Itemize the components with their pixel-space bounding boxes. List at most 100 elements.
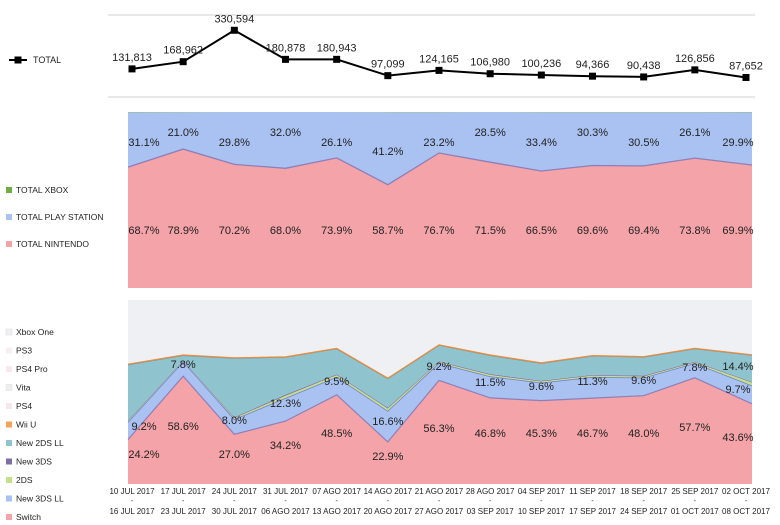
- new-3ds-ll-share-label: 11.5%: [475, 377, 506, 389]
- playstation-share-label: 33.4%: [526, 137, 557, 149]
- area-2ds: [128, 360, 752, 423]
- legend-swatch: [6, 241, 12, 247]
- area-total-play-station: [128, 112, 752, 185]
- legend-swatch: [6, 458, 12, 465]
- legend-swatch: [6, 514, 12, 520]
- playstation-share-label: 29.8%: [219, 137, 250, 149]
- legend-swatch: [6, 214, 12, 220]
- switch-share-label: 24.2%: [128, 449, 159, 461]
- playstation-share-label: 28.5%: [475, 127, 506, 139]
- total-legend-label: TOTAL: [33, 55, 61, 65]
- playstation-share-label: 32.0%: [270, 127, 301, 139]
- new-3ds-ll-share-label: 7.8%: [682, 362, 707, 374]
- x-tick-label-separator: -: [438, 498, 441, 505]
- new-3ds-ll-share-label: 11.3%: [577, 376, 608, 388]
- x-tick-label-end: 08 OCT 2017: [722, 507, 770, 516]
- total-point: [640, 73, 648, 81]
- new-3ds-ll-share-label: 9.2%: [131, 421, 156, 433]
- playstation-share-label: 30.3%: [577, 127, 608, 139]
- x-tick-label-end: 23 JUL 2017: [161, 507, 207, 516]
- nintendo-share-label: 69.9%: [722, 225, 753, 237]
- total-legend-marker: [14, 56, 22, 64]
- total-point: [537, 71, 545, 79]
- x-tick-label-separator: -: [182, 498, 185, 505]
- panel2-legend-label: TOTAL NINTENDO: [16, 239, 89, 249]
- panel3-legend-label: Xbox One: [16, 327, 54, 337]
- total-data-label: 168,962: [163, 45, 203, 57]
- nintendo-share-label: 58.7%: [372, 225, 403, 237]
- x-tick-label-separator: -: [642, 498, 645, 505]
- total-data-label: 180,943: [317, 42, 357, 54]
- switch-share-label: 45.3%: [526, 428, 557, 440]
- x-tick-label-start: 10 JUL 2017: [109, 487, 155, 496]
- playstation-share-label: 31.1%: [128, 137, 159, 149]
- new-3ds-ll-share-label: 16.6%: [372, 416, 403, 428]
- x-tick-label-separator: -: [233, 498, 236, 505]
- legend-swatch: [5, 384, 13, 391]
- legend-swatch: [6, 366, 12, 372]
- nintendo-share-label: 69.4%: [628, 225, 659, 237]
- new-3ds-ll-share-label: 12.3%: [270, 398, 301, 410]
- switch-share-label: 22.9%: [372, 451, 403, 463]
- playstation-share-label: 30.5%: [628, 137, 659, 149]
- switch-share-label: 58.6%: [168, 421, 199, 433]
- x-tick-label-separator: -: [540, 498, 543, 505]
- panel2-legend-label: TOTAL PLAY STATION: [16, 212, 104, 222]
- x-tick-label-end: 10 SEP 2017: [518, 507, 566, 516]
- total-data-label: 180,878: [266, 42, 306, 54]
- panel3-legend-label: PS4: [16, 401, 32, 411]
- panel3-legend-label: Switch: [16, 512, 41, 522]
- playstation-share-label: 26.1%: [321, 137, 352, 149]
- x-tick-label-separator: -: [591, 498, 594, 505]
- nintendo-share-label: 68.0%: [270, 225, 301, 237]
- panel2-legend-label: TOTAL XBOX: [16, 185, 69, 195]
- playstation-share-label: 29.9%: [722, 137, 753, 149]
- nintendo-share-label: 73.8%: [679, 225, 710, 237]
- x-tick-label-separator: -: [335, 498, 338, 505]
- x-tick-label-start: 28 AGO 2017: [466, 487, 515, 496]
- playstation-share-label: 41.2%: [372, 146, 403, 158]
- switch-share-label: 48.0%: [628, 428, 659, 440]
- x-tick-label-start: 11 SEP 2017: [569, 487, 616, 496]
- x-tick-label-start: 31 JUL 2017: [263, 487, 309, 496]
- nintendo-share-label: 71.5%: [475, 225, 506, 237]
- total-data-label: 94,366: [576, 59, 610, 71]
- x-tick-label-start: 18 SEP 2017: [620, 487, 668, 496]
- nintendo-boundary-line: [127, 148, 753, 186]
- new-3ds-ll-share-label: 9.6%: [631, 375, 656, 387]
- x-tick-label-start: 21 AGO 2017: [415, 487, 464, 496]
- new-3ds-ll-share-label: 7.8%: [171, 359, 196, 371]
- switch-share-label: 46.7%: [577, 428, 608, 440]
- x-tick-label-end: 20 AGO 2017: [364, 507, 413, 516]
- panel3-legend-label: Vita: [16, 383, 31, 393]
- legend-swatch: [5, 328, 13, 336]
- legend-swatch: [6, 403, 12, 409]
- new-3ds-ll-share-label: 9.5%: [324, 376, 349, 388]
- x-tick-label-end: 27 AGO 2017: [415, 507, 464, 516]
- new-3ds-ll-share-label: 9.2%: [426, 361, 451, 373]
- nintendo-share-label: 78.9%: [168, 225, 199, 237]
- total-data-label: 90,438: [627, 60, 661, 72]
- total-data-label: 124,165: [419, 53, 459, 65]
- nintendo-share-label: 73.9%: [321, 225, 352, 237]
- total-data-label: 106,980: [470, 57, 510, 69]
- panel3-legend-label: New 2DS LL: [16, 438, 64, 448]
- total-data-label: 87,652: [729, 60, 763, 72]
- model-boundary-line: [127, 361, 753, 423]
- total-point: [435, 66, 443, 74]
- panel3-legend-label: PS4 Pro: [16, 364, 48, 374]
- playstation-share-label: 21.0%: [168, 127, 199, 139]
- switch-share-label: 34.2%: [270, 440, 301, 452]
- x-tick-label-start: 17 JUL 2017: [161, 487, 207, 496]
- area-new-3ds-ll: [128, 361, 752, 442]
- x-tick-label-end: 13 AGO 2017: [312, 507, 361, 516]
- playstation-share-label: 23.2%: [423, 137, 454, 149]
- x-tick-label-end: 17 SEP 2017: [569, 507, 617, 516]
- total-data-label: 131,813: [112, 52, 152, 64]
- x-tick-label-start: 04 SEP 2017: [518, 487, 566, 496]
- panel3-legend-label: 2DS: [16, 475, 33, 485]
- total-point: [742, 73, 750, 81]
- x-tick-label-start: 14 AGO 2017: [364, 487, 413, 496]
- x-tick-label-end: 03 SEP 2017: [467, 507, 515, 516]
- total-point: [179, 58, 187, 66]
